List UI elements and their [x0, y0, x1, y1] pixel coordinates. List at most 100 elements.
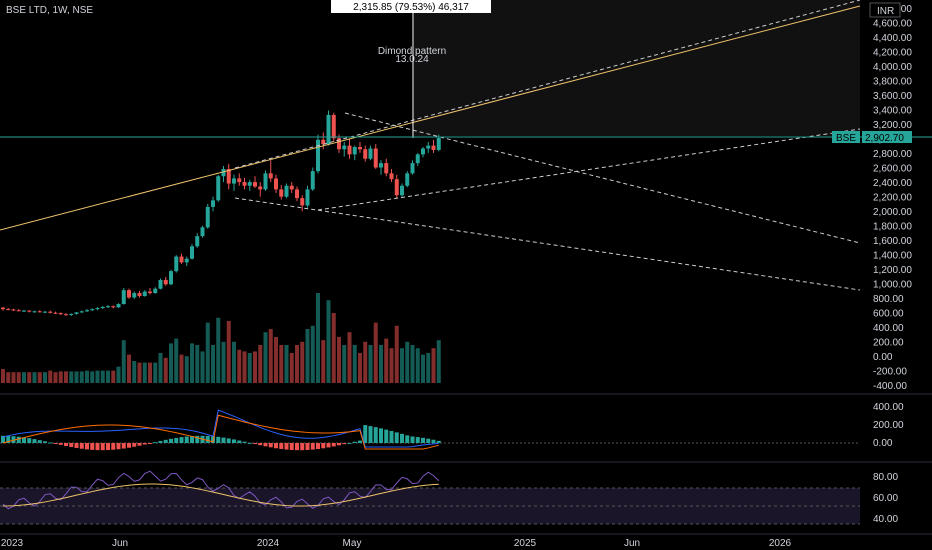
macd-hist-bar: [16, 436, 21, 443]
macd-hist-bar: [221, 437, 226, 443]
macd-hist-bar: [132, 443, 137, 447]
volume-bar: [242, 351, 247, 383]
candle-body: [90, 309, 95, 311]
candle-body: [379, 163, 383, 168]
volume-bar: [268, 329, 273, 383]
macd-tick-label: 200.00: [873, 420, 904, 431]
macd-hist-bar: [205, 435, 210, 443]
volume-bar: [284, 345, 289, 383]
candle-body: [242, 182, 247, 186]
candle-body: [100, 306, 105, 309]
volume-bar: [394, 325, 399, 383]
candle-body: [132, 293, 137, 298]
rsi-tick-label: 40.00: [873, 514, 898, 525]
volume-bar: [352, 345, 357, 383]
annotation-title: Dimond pattern: [378, 46, 446, 57]
macd-hist-bar: [279, 443, 284, 449]
macd-hist-bar: [247, 442, 252, 444]
candle-body: [326, 114, 331, 145]
volume-bar: [263, 332, 268, 383]
candle-body: [316, 139, 320, 172]
macd-line: [2, 409, 439, 448]
candle-body: [384, 163, 389, 174]
macd-hist-bar: [37, 440, 42, 443]
y-tick-label: 4,200.00: [873, 48, 912, 59]
macd-hist-bar: [174, 437, 179, 443]
candle-layer: [1, 110, 441, 317]
candle-body: [373, 148, 378, 168]
candle-body: [53, 312, 58, 314]
macd-hist-bar: [90, 443, 95, 450]
price-tag-value-box: [862, 131, 912, 143]
trend-line: [0, 5, 861, 231]
volume-bar: [100, 370, 105, 383]
volume-bar: [22, 372, 26, 383]
macd-hist-bar: [263, 443, 268, 447]
currency-label[interactable]: INR: [877, 6, 894, 17]
candle-body: [389, 173, 394, 180]
candle-body: [268, 173, 273, 179]
volume-bar: [132, 361, 137, 383]
y-tick-label: 1,200.00: [873, 265, 912, 276]
candle-body: [64, 314, 68, 316]
volume-bar: [74, 371, 79, 383]
volume-bar: [127, 354, 131, 383]
y-tick-label: 2,200.00: [873, 193, 912, 204]
macd-hist-bar: [169, 438, 173, 443]
macd-hist-bar: [316, 443, 320, 450]
volume-bar: [305, 329, 310, 383]
macd-hist-bar: [426, 438, 431, 443]
volume-bar: [279, 345, 284, 383]
y-tick-label: 4,000.00: [873, 62, 912, 73]
macd-hist-bar: [337, 443, 341, 446]
volume-bar: [274, 337, 278, 383]
candle-body: [321, 139, 326, 145]
y-tick-label: 200.00: [873, 338, 904, 349]
x-tick-label: 2025: [514, 538, 537, 549]
x-tick-label: 2026: [769, 538, 792, 549]
candle-body: [158, 279, 163, 289]
macd-hist-bar: [373, 427, 378, 443]
volume-bar: [232, 341, 236, 383]
candle-body: [258, 186, 263, 190]
candle-body: [410, 163, 415, 174]
y-tick-label: 800.00: [873, 294, 904, 305]
volume-bar: [347, 332, 352, 383]
volume-bar: [184, 356, 189, 383]
candle-body: [274, 178, 278, 190]
candle-body: [405, 173, 410, 186]
volume-bar: [106, 370, 110, 383]
volume-bar: [436, 340, 441, 383]
price-tag-name-box: [832, 131, 860, 143]
currency-badge[interactable]: [869, 2, 901, 18]
volume-bar: [211, 345, 215, 383]
volume-bar: [258, 345, 263, 383]
volume-bar: [321, 340, 326, 383]
macd-hist-bar: [79, 443, 84, 449]
candle-body: [247, 182, 252, 186]
macd-hist-bar: [284, 443, 289, 450]
macd-hist-bar: [268, 443, 273, 448]
macd-tick-label: 0.00: [873, 438, 893, 449]
macd-hist-bar: [85, 443, 89, 450]
macd-hist-bar: [69, 443, 74, 448]
rsi-pane: 80.00 60.00 40.00: [0, 470, 898, 525]
macd-hist-bar: [237, 440, 242, 443]
candle-body: [48, 311, 53, 313]
volume-bar: [358, 353, 362, 383]
pattern-rise-line: [317, 128, 861, 211]
candle-body: [85, 310, 89, 312]
drawing-layer: [0, 0, 932, 291]
candle-body: [352, 147, 357, 155]
volume-bar: [421, 354, 425, 383]
candle-body: [394, 179, 399, 196]
macd-hist-bar: [394, 432, 399, 443]
volume-bar: [85, 370, 89, 383]
x-tick-label: 2024: [257, 538, 280, 549]
candle-body: [43, 311, 47, 313]
volume-bar: [205, 322, 210, 383]
volume-bar: [368, 345, 373, 383]
pattern-lower-line: [234, 197, 861, 291]
candle-body: [27, 310, 32, 312]
